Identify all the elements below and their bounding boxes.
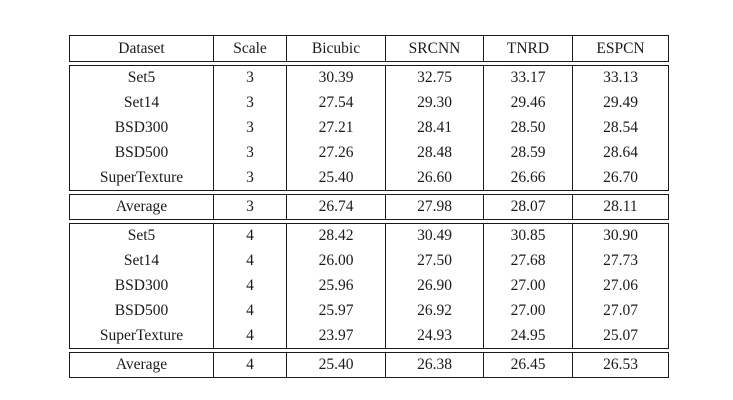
column-header-espcn: ESPCN xyxy=(572,35,669,62)
scale-4-average-section: Average 4 25.40 26.38 26.45 26.53 xyxy=(69,352,669,378)
scale-cell: 4 xyxy=(213,323,287,349)
value-cell: 27.26 xyxy=(286,140,386,166)
scale-cell: 4 xyxy=(213,248,287,274)
scale-cell: 3 xyxy=(213,115,287,141)
column-header-scale: Scale xyxy=(213,35,287,62)
value-cell: 25.07 xyxy=(572,323,669,349)
dataset-cell: BSD500 xyxy=(114,302,169,319)
value-cell: 32.75 xyxy=(385,65,484,91)
scale-cell: 3 xyxy=(213,194,287,220)
value-cell: 29.49 xyxy=(572,90,669,116)
table-row: Set14 4 26.00 27.50 27.68 27.73 xyxy=(70,248,669,274)
value-cell: 24.95 xyxy=(483,323,573,349)
value-cell: 30.39 xyxy=(286,65,386,91)
scale-3-body-section: Set5 3 30.39 32.75 33.17 33.13 Set14 3 27.54 29.3… xyxy=(69,65,669,191)
average-row: Average 3 26.74 27.98 28.07 28.11 xyxy=(70,194,669,220)
value-cell: 25.96 xyxy=(286,273,386,299)
dataset-cell: BSD500 xyxy=(114,144,169,161)
value-cell: 26.38 xyxy=(385,352,484,378)
dataset-cell: SuperTexture xyxy=(99,168,184,186)
table-row: Set5 4 28.42 30.49 30.85 30.90 xyxy=(70,223,669,249)
column-header-bicubic: Bicubic xyxy=(286,35,386,62)
dataset-cell: SuperTexture xyxy=(99,326,184,344)
value-cell: 27.00 xyxy=(483,273,573,299)
table-header-row: Dataset Scale Bicubic SRCNN TNRD ESPCN xyxy=(70,35,669,62)
column-header-tnrd: TNRD xyxy=(483,35,573,62)
dataset-cell: Set5 xyxy=(127,227,156,245)
value-cell: 27.21 xyxy=(286,115,386,141)
dataset-cell: Set14 xyxy=(123,94,160,111)
value-cell: 28.41 xyxy=(385,115,484,141)
value-cell: 27.06 xyxy=(572,273,669,299)
value-cell: 26.00 xyxy=(286,248,386,274)
scale-cell: 3 xyxy=(213,90,287,116)
average-row: Average 4 25.40 26.38 26.45 26.53 xyxy=(70,352,669,378)
table-row: BSD300 4 25.96 26.90 27.00 27.06 xyxy=(70,273,669,299)
value-cell: 30.90 xyxy=(572,223,669,249)
value-cell: 25.97 xyxy=(286,298,386,324)
value-cell: 26.92 xyxy=(385,298,484,324)
column-header-dataset: Dataset xyxy=(118,39,165,57)
table-row: BSD300 3 27.21 28.41 28.50 28.54 xyxy=(70,115,669,141)
scale-cell: 4 xyxy=(213,223,287,249)
value-cell: 26.66 xyxy=(483,165,573,191)
dataset-cell: BSD300 xyxy=(114,277,169,294)
value-cell: 27.73 xyxy=(572,248,669,274)
value-cell: 28.42 xyxy=(286,223,386,249)
value-cell: 28.54 xyxy=(572,115,669,141)
dataset-cell: Set14 xyxy=(123,252,160,269)
scale-cell: 3 xyxy=(213,65,287,91)
value-cell: 24.93 xyxy=(385,323,484,349)
results-table: Dataset Scale Bicubic SRCNN TNRD ESPCN S… xyxy=(69,35,669,381)
value-cell: 28.48 xyxy=(385,140,484,166)
value-cell: 30.85 xyxy=(483,223,573,249)
dataset-cell: Average xyxy=(115,198,168,215)
value-cell: 26.45 xyxy=(483,352,573,378)
value-cell: 29.30 xyxy=(385,90,484,116)
scale-cell: 3 xyxy=(213,140,287,166)
scale-cell: 4 xyxy=(213,352,287,378)
value-cell: 30.49 xyxy=(385,223,484,249)
value-cell: 26.74 xyxy=(286,194,386,220)
table-row: Set14 3 27.54 29.30 29.46 29.49 xyxy=(70,90,669,116)
scale-cell: 4 xyxy=(213,273,287,299)
value-cell: 26.53 xyxy=(572,352,669,378)
scale-cell: 3 xyxy=(213,165,287,191)
value-cell: 33.17 xyxy=(483,65,573,91)
value-cell: 28.50 xyxy=(483,115,573,141)
value-cell: 25.40 xyxy=(286,165,386,191)
scale-4-body-section: Set5 4 28.42 30.49 30.85 30.90 Set14 4 26.00 27.5… xyxy=(69,223,669,349)
table-row: BSD500 4 25.97 26.92 27.00 27.07 xyxy=(70,298,669,324)
value-cell: 27.68 xyxy=(483,248,573,274)
value-cell: 25.40 xyxy=(286,352,386,378)
value-cell: 33.13 xyxy=(572,65,669,91)
column-header-srcnn: SRCNN xyxy=(385,35,484,62)
table-row: SuperTexture 4 23.97 24.93 24.95 25.07 xyxy=(70,323,669,349)
table-row: SuperTexture 3 25.40 26.60 26.66 26.70 xyxy=(70,165,669,191)
scale-3-average-section: Average 3 26.74 27.98 28.07 28.11 xyxy=(69,194,669,220)
scale-cell: 4 xyxy=(213,298,287,324)
value-cell: 28.59 xyxy=(483,140,573,166)
dataset-cell: Set5 xyxy=(127,69,156,87)
value-cell: 26.70 xyxy=(572,165,669,191)
value-cell: 29.46 xyxy=(483,90,573,116)
table-row: Set5 3 30.39 32.75 33.17 33.13 xyxy=(70,65,669,91)
value-cell: 28.64 xyxy=(572,140,669,166)
value-cell: 26.90 xyxy=(385,273,484,299)
value-cell: 28.11 xyxy=(572,194,669,220)
value-cell: 27.54 xyxy=(286,90,386,116)
value-cell: 28.07 xyxy=(483,194,573,220)
value-cell: 27.00 xyxy=(483,298,573,324)
value-cell: 26.60 xyxy=(385,165,484,191)
table-header-section: Dataset Scale Bicubic SRCNN TNRD ESPCN xyxy=(69,35,669,62)
dataset-cell: BSD300 xyxy=(114,119,169,136)
table-row: BSD500 3 27.26 28.48 28.59 28.64 xyxy=(70,140,669,166)
value-cell: 27.50 xyxy=(385,248,484,274)
value-cell: 27.07 xyxy=(572,298,669,324)
value-cell: 23.97 xyxy=(286,323,386,349)
value-cell: 27.98 xyxy=(385,194,484,220)
dataset-cell: Average xyxy=(115,356,168,373)
